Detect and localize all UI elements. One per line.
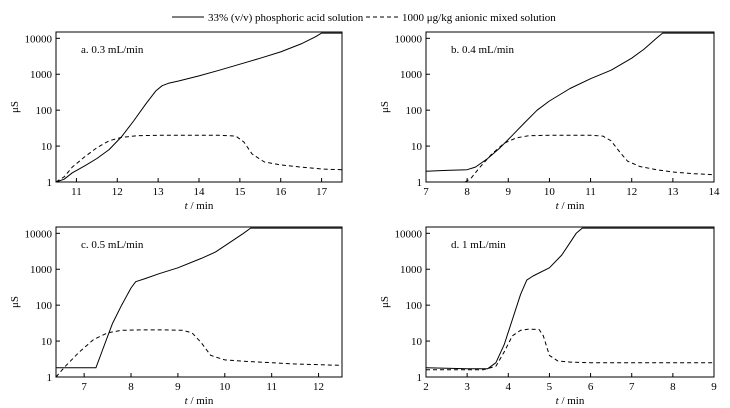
chart-panel-b: 7 8 9 10 11 12 13 14 1 10 100 1000 10000 μS t / min b. … <box>379 31 721 212</box>
y-axis-label: μS <box>9 101 21 113</box>
x-axis-label: t / min <box>556 395 585 407</box>
x-tick-label: 6 <box>588 381 594 393</box>
x-tick-label: 7 <box>423 186 429 198</box>
y-tick-label: 1 <box>47 177 53 189</box>
y-tick-label: 100 <box>36 105 53 117</box>
x-axis-label: t / min <box>185 200 214 212</box>
plot-frame-d <box>425 226 715 378</box>
x-tick-label: 14 <box>709 186 721 198</box>
y-tick-label: 1000 <box>400 69 423 81</box>
x-axis-unit: / min <box>559 395 585 407</box>
x-tick-label: 9 <box>175 381 181 393</box>
panel-label: b. 0.4 mL/min <box>451 44 514 56</box>
x-tick-label: 10 <box>219 381 231 393</box>
x-axis-variable: t <box>185 200 189 212</box>
x-axis-unit: / min <box>188 200 214 212</box>
x-axis-variable: t <box>556 395 560 407</box>
x-tick-label: 5 <box>547 381 553 393</box>
y-tick-label: 100 <box>406 105 423 117</box>
x-tick-label: 7 <box>81 381 87 393</box>
x-axis-label: t / min <box>556 200 585 212</box>
legend-dashed-label: 1000 μg/kg anionic mixed solution <box>402 12 556 24</box>
x-tick-label: 16 <box>275 186 287 198</box>
x-tick-label: 11 <box>266 381 277 393</box>
panel-label: c. 0.5 mL/min <box>81 239 144 251</box>
x-tick-label: 15 <box>234 186 246 198</box>
x-tick-label: 11 <box>585 186 596 198</box>
dashed-series-line <box>464 134 715 183</box>
y-tick-label: 1000 <box>30 264 53 276</box>
y-tick-label: 1000 <box>30 69 53 81</box>
dashed-series-line <box>55 134 343 183</box>
x-tick-label: 12 <box>313 381 324 393</box>
x-tick-label: 2 <box>423 381 429 393</box>
plot-frame-b <box>425 31 715 183</box>
x-tick-label: 17 <box>316 186 328 198</box>
x-tick-label: 3 <box>464 381 470 393</box>
x-tick-label: 12 <box>112 186 123 198</box>
x-tick-label: 13 <box>153 186 165 198</box>
y-tick-label: 1 <box>47 372 53 384</box>
y-tick-label: 10 <box>411 141 423 153</box>
solid-series-line <box>56 227 342 369</box>
y-tick-label: 10 <box>41 141 53 153</box>
y-tick-label: 10000 <box>395 33 423 45</box>
x-tick-label: 9 <box>711 381 717 393</box>
y-tick-label: 10000 <box>25 228 53 240</box>
x-axis-label: t / min <box>185 395 214 407</box>
y-tick-label: 1 <box>417 372 423 384</box>
y-axis-label: μS <box>379 101 391 113</box>
chart-panel-c: 7 8 9 10 11 12 1 10 100 1000 10000 μS t / min c. 0.5 … <box>9 226 343 407</box>
y-tick-label: 10000 <box>25 33 53 45</box>
chart-panel-a: 11 12 13 14 15 16 17 1 10 100 1000 10000 μS t / min a.… <box>9 31 343 212</box>
solid-series-line <box>425 227 714 370</box>
legend-solid-label: 33% (v/v) phosphoric acid solution <box>208 12 364 24</box>
solid-series-line <box>55 32 342 183</box>
x-axis-unit: / min <box>188 395 214 407</box>
x-tick-label: 4 <box>506 381 512 393</box>
x-tick-label: 8 <box>128 381 134 393</box>
panel-label: a. 0.3 mL/min <box>81 44 144 56</box>
y-tick-label: 100 <box>36 300 53 312</box>
y-axis-label: μS <box>9 296 21 308</box>
solid-series-line <box>425 32 714 172</box>
y-tick-label: 1 <box>417 177 423 189</box>
x-tick-label: 11 <box>71 186 82 198</box>
x-axis-unit: / min <box>559 200 585 212</box>
plot-frame-c <box>55 226 343 378</box>
chart-panel-d: 2 3 4 5 6 7 8 9 1 10 100 1000 10000 μS t / min d. 1 mL/… <box>379 226 717 407</box>
x-tick-label: 9 <box>506 186 512 198</box>
y-tick-label: 1000 <box>400 264 423 276</box>
y-tick-label: 10 <box>411 336 423 348</box>
x-tick-label: 8 <box>670 381 676 393</box>
y-axis-label: μS <box>379 296 391 308</box>
x-tick-label: 14 <box>194 186 206 198</box>
y-tick-label: 10 <box>41 336 53 348</box>
x-axis-variable: t <box>185 395 189 407</box>
legend: 33% (v/v) phosphoric acid solution 1000 … <box>172 12 556 24</box>
y-tick-label: 10000 <box>395 228 423 240</box>
x-tick-label: 8 <box>464 186 470 198</box>
x-tick-label: 7 <box>629 381 635 393</box>
x-tick-label: 10 <box>544 186 556 198</box>
dashed-series-line <box>55 329 343 378</box>
dashed-series-line <box>426 328 714 371</box>
x-tick-label: 12 <box>626 186 637 198</box>
x-tick-label: 13 <box>667 186 679 198</box>
x-axis-variable: t <box>556 200 560 212</box>
y-tick-label: 100 <box>406 300 423 312</box>
panel-label: d. 1 mL/min <box>451 239 506 251</box>
